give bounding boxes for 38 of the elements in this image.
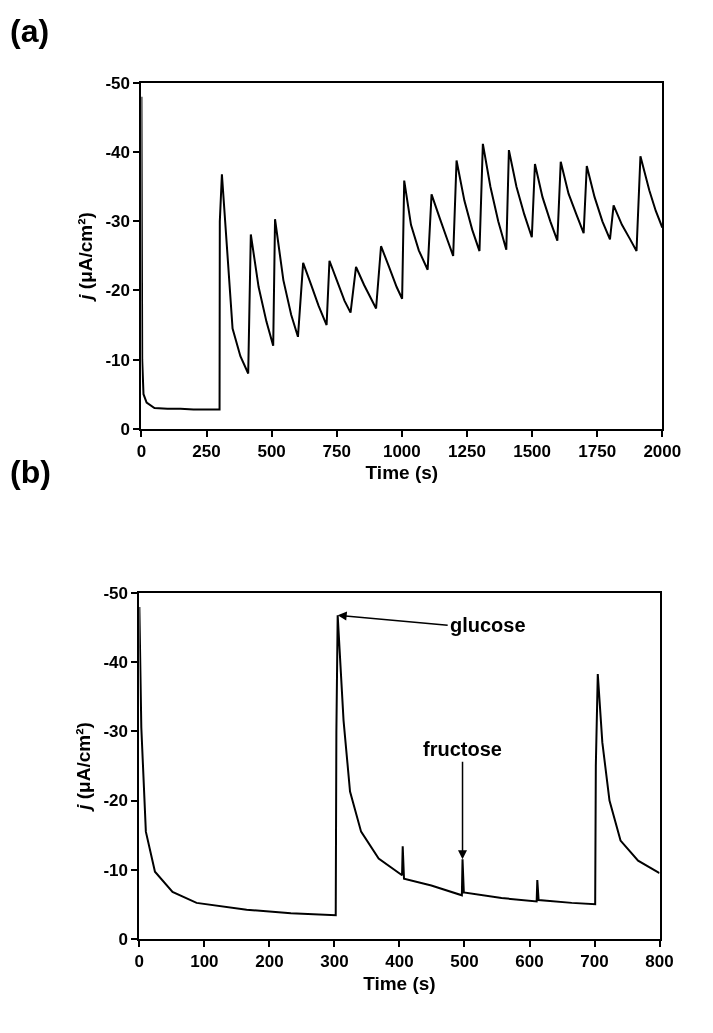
y-tick-label: -40 bbox=[105, 143, 131, 163]
x-tick-label: 500 bbox=[257, 442, 286, 462]
x-tick-label: 1500 bbox=[513, 442, 551, 462]
y-tick-label: -50 bbox=[103, 584, 128, 604]
x-tick-label: 600 bbox=[515, 952, 544, 972]
y-tick-label: 0 bbox=[118, 929, 128, 949]
x-tick-label: 1750 bbox=[578, 442, 617, 462]
x-tick-label: 750 bbox=[322, 442, 351, 462]
x-tick-label: 800 bbox=[645, 952, 674, 972]
x-tick-label: 250 bbox=[192, 442, 221, 462]
y-axis-title: j (μA/cm²) bbox=[72, 722, 94, 813]
annotation: glucose bbox=[450, 614, 526, 636]
y-tick-label: -20 bbox=[105, 281, 131, 301]
x-tick-label: 500 bbox=[450, 952, 479, 972]
chart-title: (a) bbox=[10, 13, 50, 49]
x-axis-title: Time (s) bbox=[363, 972, 436, 994]
x-tick-label: 1000 bbox=[382, 442, 421, 462]
x-tick-label: 400 bbox=[385, 952, 414, 972]
y-axis-title: j (μA/cm²) bbox=[74, 212, 96, 303]
x-tick-label: 1250 bbox=[448, 442, 486, 462]
x-tick-label: 0 bbox=[134, 952, 145, 972]
y-tick-label: -50 bbox=[105, 73, 131, 93]
y-tick-label: -10 bbox=[103, 860, 128, 880]
y-tick-label: -10 bbox=[105, 350, 131, 370]
y-tick-label: 0 bbox=[120, 419, 131, 439]
x-tick-label: 2000 bbox=[643, 442, 682, 462]
x-tick-label: 0 bbox=[136, 442, 147, 462]
y-tick-label: -20 bbox=[103, 791, 128, 811]
x-tick-label: 100 bbox=[190, 952, 219, 972]
x-axis-title: Time (s) bbox=[365, 462, 439, 484]
x-tick-label: 300 bbox=[320, 952, 349, 972]
y-tick-label: -40 bbox=[103, 653, 128, 673]
x-tick-label: 200 bbox=[255, 952, 284, 972]
chart-title: (b) bbox=[10, 454, 51, 490]
y-tick-label: -30 bbox=[103, 722, 128, 742]
x-tick-label: 700 bbox=[580, 952, 609, 972]
annotation: fructose bbox=[423, 738, 502, 760]
y-tick-label: -30 bbox=[105, 212, 131, 232]
